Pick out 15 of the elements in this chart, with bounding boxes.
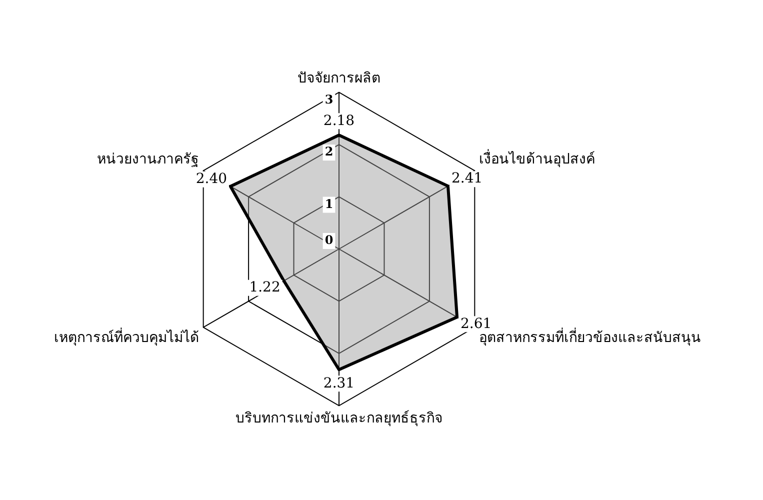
spoke-label: บริบทการแข่งขันและกลยุทธ์ธุรกิจ bbox=[236, 410, 442, 427]
spoke-label: เหตุการณ์ที่ควบคุมไม่ได้ bbox=[54, 328, 199, 346]
spoke-label: หน่วยงานภาครัฐ bbox=[97, 151, 199, 168]
data-label: 2.18 bbox=[323, 112, 355, 129]
data-label: 2.41 bbox=[451, 170, 483, 187]
data-label: 2.31 bbox=[323, 375, 355, 392]
data-label: 2.61 bbox=[460, 316, 492, 332]
data-label: 2.40 bbox=[196, 170, 227, 187]
y-tick-label: 1 bbox=[324, 196, 334, 211]
spoke-label: เงื่อนไขด้านอุปสงค์ bbox=[479, 149, 595, 168]
spoke-label: ปัจจัยการผลิต bbox=[298, 70, 380, 87]
y-tick-label: 3 bbox=[324, 92, 334, 106]
y-tick-label: 2 bbox=[324, 144, 334, 159]
data-label: 1.22 bbox=[249, 279, 280, 296]
y-tick-label: 0 bbox=[324, 233, 334, 248]
